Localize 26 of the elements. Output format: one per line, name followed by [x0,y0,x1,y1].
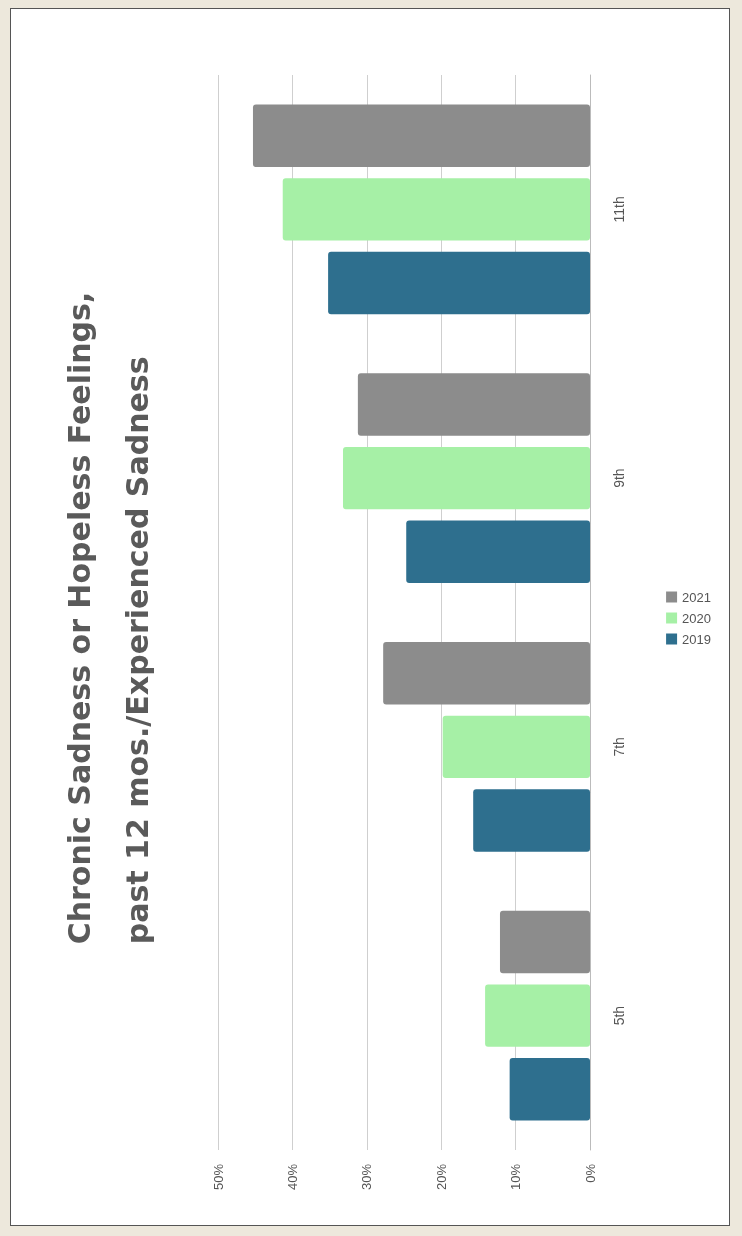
y-tick-label: 5th [611,1005,627,1026]
bar [442,715,590,779]
legend-label: 2019 [682,631,711,647]
bar [328,251,590,315]
bar [473,789,590,852]
x-tick-label: 30% [359,1163,375,1191]
bar [357,373,590,436]
bar [252,104,590,167]
legend-label: 2021 [682,589,711,605]
bar [383,642,590,705]
y-tick-label: 7th [611,737,627,757]
bar [499,910,590,974]
x-tick-label: 50% [210,1163,226,1191]
legend-label: 2020 [682,610,711,626]
y-tick-label: 11th [611,196,627,223]
bar [509,1058,590,1121]
text: Chronic Sadness or Hopeless Feelings, past 12 mos./Experienced Sadness [61,291,155,945]
bar [406,520,590,583]
x-tick-label: 10% [508,1163,524,1191]
x-tick-label: 20% [433,1163,449,1191]
x-tick-label: 40% [284,1163,300,1191]
bar [342,446,590,510]
bar [282,178,590,241]
y-tick-label: 9th [611,468,627,488]
bar [485,984,590,1047]
x-tick-label: 0% [582,1163,598,1183]
